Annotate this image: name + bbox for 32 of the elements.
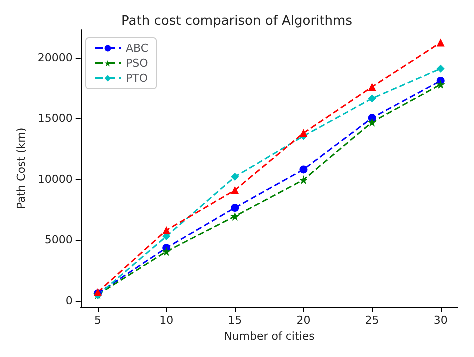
point [368,94,376,103]
x-tick-label: 10 [160,314,174,327]
y-tick-label: 20000 [38,51,73,64]
point [300,129,308,138]
x-tick-label: 20 [296,314,311,327]
point [162,226,171,234]
point [436,80,446,90]
point [436,38,445,47]
y-tick-label: 0 [66,294,73,308]
point [300,166,308,174]
point [436,64,445,73]
point [231,186,240,194]
y-tick-label: 10000 [38,172,73,186]
y-tick-label: 5000 [44,234,73,247]
point [368,118,377,127]
x-tick-label: 30 [434,314,448,327]
point [231,204,240,212]
x-tick-label: 15 [228,314,242,327]
point [368,83,376,92]
x-tick-label: 25 [365,314,380,327]
chart-title: Path cost comparison of Algorithms [122,14,353,29]
y-axis-title: Path Cost (km) [15,128,28,210]
x-tick-label: 5 [94,314,102,327]
y-tick-label: 15000 [38,112,73,126]
legend-label: ABC [126,42,149,55]
legend-label: PSO [126,57,149,70]
point [299,176,308,185]
point [230,212,240,221]
point [231,173,240,182]
point [162,247,172,256]
legend-label: PTO [126,72,148,85]
x-axis-title: Number of cities [224,330,316,343]
